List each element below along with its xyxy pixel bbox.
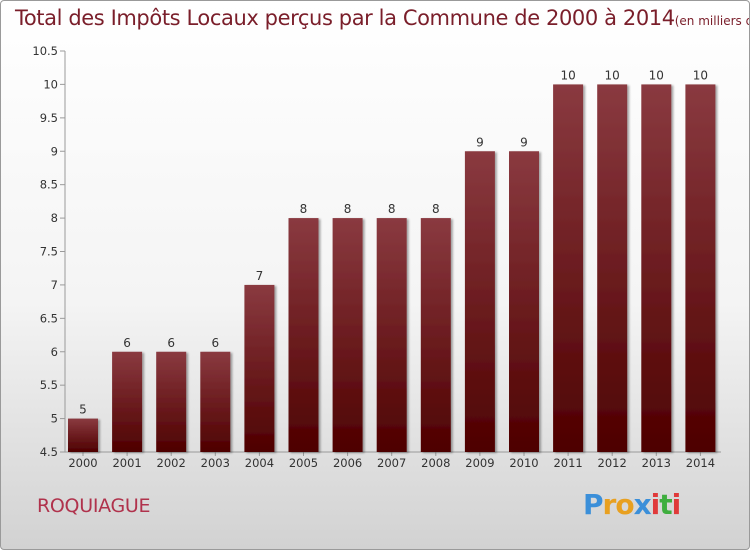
x-tick-label: 2012 — [598, 456, 627, 470]
commune-name: ROQUIAGUE — [37, 495, 151, 517]
bar-value-label: 8 — [388, 202, 396, 216]
bar-2013 — [641, 84, 672, 453]
x-tick-label: 2010 — [509, 456, 538, 470]
proxiti-logo[interactable]: Proxiti — [583, 488, 682, 521]
bar-2006 — [332, 218, 363, 452]
bar-value-label: 9 — [476, 135, 484, 149]
bar-value-label: 6 — [211, 336, 219, 350]
y-tick-label: 7.5 — [40, 245, 58, 259]
proxiti-logo-letter: i — [650, 488, 661, 521]
y-tick-label: 6.5 — [40, 311, 58, 325]
y-tick-label: 9 — [51, 144, 58, 158]
y-tick-label: 4.5 — [40, 445, 58, 459]
bar-2011 — [553, 84, 584, 453]
bar-2005 — [288, 218, 319, 452]
bar-2000 — [68, 418, 98, 452]
x-tick-label: 2002 — [157, 456, 186, 470]
x-tick-label: 2005 — [289, 456, 318, 470]
x-tick-label: 2013 — [642, 456, 671, 470]
x-tick-label: 2000 — [68, 456, 97, 470]
y-tick-label: 10 — [43, 77, 58, 91]
bar-value-label: 8 — [432, 202, 440, 216]
x-tick-label: 2011 — [553, 456, 582, 470]
y-tick-label: 7 — [51, 278, 58, 292]
chart-title: Total des Impôts Locaux perçus par la Co… — [15, 6, 749, 30]
bar-value-label: 10 — [693, 68, 708, 82]
y-tick-label: 6 — [51, 345, 58, 359]
bar-value-label: 10 — [560, 68, 575, 82]
x-tick-label: 2001 — [112, 456, 141, 470]
proxiti-logo-letter: o — [615, 488, 634, 521]
y-tick-label: 5.5 — [40, 378, 58, 392]
proxiti-logo-letter: P — [583, 488, 604, 521]
y-tick-label: 9.5 — [40, 111, 58, 125]
data-labels: 5 6 6 6 7 8 8 8 8 9 9 10 10 10 10 — [79, 68, 708, 416]
x-tick-label: 2004 — [245, 456, 274, 470]
bar-2014 — [685, 84, 716, 453]
bar-value-label: 6 — [123, 336, 131, 350]
bar-2009 — [464, 151, 495, 452]
bar-value-label: 8 — [300, 202, 308, 216]
y-tick-label: 10.5 — [32, 44, 58, 58]
proxiti-logo-letter: x — [633, 488, 652, 521]
x-tick-label: 2014 — [686, 456, 715, 470]
x-tick-label: 2006 — [333, 456, 362, 470]
x-tick-label: 2009 — [465, 456, 494, 470]
bar-value-label: 8 — [344, 202, 352, 216]
chart-title-unit: (en milliers d'€) — [674, 14, 749, 28]
bar-2007 — [376, 218, 407, 452]
chart-title-main: Total des Impôts Locaux perçus par la Co… — [15, 6, 675, 30]
x-tick-label: 2008 — [421, 456, 450, 470]
bar-2010 — [509, 151, 539, 452]
bar-value-label: 10 — [649, 68, 664, 82]
bar-2008 — [420, 218, 451, 452]
x-tick-label: 2007 — [377, 456, 406, 470]
x-tick-label: 2003 — [201, 456, 230, 470]
bar-2002 — [156, 351, 187, 452]
bar-value-label: 7 — [256, 269, 264, 283]
bar-value-label: 9 — [520, 135, 528, 149]
bar-value-label: 6 — [167, 336, 175, 350]
proxiti-logo-letter: i — [671, 488, 682, 521]
axes: 4.5 5 5.5 6 6.5 7 7.5 8 8.5 9 9.5 10 10.5 2000 2001 200… — [32, 44, 721, 470]
proxiti-logo-letter: t — [659, 488, 672, 521]
bar-value-label: 10 — [605, 68, 620, 82]
y-tick-label: 8.5 — [40, 178, 58, 192]
bar-value-label: 5 — [79, 403, 87, 417]
y-tick-label: 8 — [51, 211, 58, 225]
bars — [68, 84, 716, 453]
bar-2004 — [244, 284, 275, 452]
y-tick-label: 5 — [51, 412, 58, 426]
bar-2012 — [597, 84, 628, 453]
bar-2001 — [112, 351, 143, 452]
proxiti-logo-letter: r — [602, 488, 617, 521]
bar-2003 — [200, 351, 231, 452]
